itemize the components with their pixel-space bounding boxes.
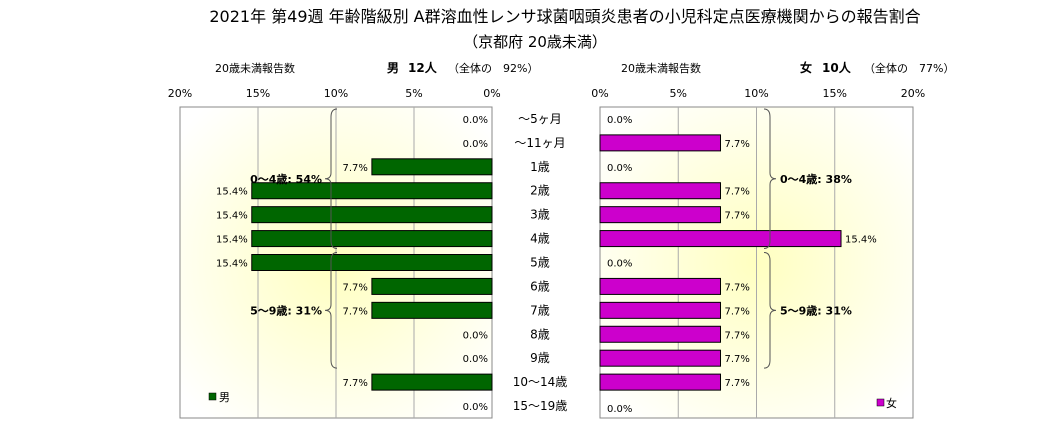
age-category-axis: ～5ヶ月 ～11ヶ月 1歳 2歳 3歳 4歳 5歳 6歳 7歳 8歳 9歳 10～14歳 15～19歳 — [513, 112, 568, 413]
female-x-tick-label: 10% — [744, 87, 768, 100]
female-group-label: 0～4歳: 38% — [780, 172, 852, 186]
female-bar — [599, 134, 722, 152]
female-data-label: 0.0% — [607, 115, 632, 126]
male-bar — [251, 230, 493, 248]
male-data-label: 15.4% — [216, 187, 248, 198]
female-group-label: 5～9歳: 31% — [780, 303, 852, 317]
female-data-label: 7.7% — [725, 211, 750, 222]
female-x-tick-label: 5% — [670, 87, 687, 100]
male-data-label: 7.7% — [342, 163, 367, 174]
female-bar — [599, 206, 722, 224]
left-count-label: 20歳未満報告数 — [215, 62, 295, 75]
male-group-label: 5～9歳: 31% — [250, 303, 322, 317]
male-data-label: 0.0% — [463, 115, 488, 126]
age-category-label: 8歳 — [530, 327, 550, 341]
male-x-tick-label: 10% — [324, 87, 348, 100]
female-group-bracket — [763, 108, 777, 250]
female-x-tick-label: 0% — [591, 87, 608, 100]
age-category-label: ～11ヶ月 — [514, 136, 565, 150]
right-count-text: 10人 — [822, 60, 852, 75]
age-category-label: 2歳 — [530, 184, 550, 198]
female-data-label: 7.7% — [725, 139, 750, 150]
male-group-bracket — [324, 108, 338, 250]
female-bar — [599, 301, 722, 319]
male-legend-label: 男 — [219, 391, 230, 404]
male-bar — [251, 182, 493, 200]
age-category-label: 15～19歳 — [513, 399, 568, 413]
age-category-label: 9歳 — [530, 351, 550, 365]
female-data-label: 0.0% — [607, 163, 632, 174]
right-sex-label: 女 — [800, 60, 812, 75]
age-category-label: 3歳 — [530, 208, 550, 222]
male-data-label: 7.7% — [342, 282, 367, 293]
male-plot-area: 0% 5% 10% 15% 20% 0.0% 0.0% 7.7% 15.4% 15.4% 15.4%… — [168, 87, 501, 419]
right-share-text: （全体の 77%） — [864, 61, 954, 75]
age-category-label: 5歳 — [530, 256, 550, 270]
male-bar — [251, 206, 493, 224]
female-data-label: 7.7% — [725, 354, 750, 365]
female-data-label: 7.7% — [725, 306, 750, 317]
male-data-label: 7.7% — [342, 378, 367, 389]
male-data-label: 0.0% — [463, 330, 488, 341]
female-legend-label: 女 — [886, 396, 897, 410]
female-x-tick-label: 20% — [901, 87, 925, 100]
female-group-bracket — [763, 252, 777, 369]
male-bar — [251, 254, 493, 271]
male-x-tick-label: 0% — [483, 87, 500, 100]
female-data-label: 7.7% — [725, 187, 750, 198]
female-bar — [599, 325, 722, 343]
male-data-label: 0.0% — [463, 139, 488, 150]
female-data-label: 7.7% — [725, 282, 750, 293]
male-data-label: 0.0% — [463, 402, 488, 413]
female-bar — [599, 373, 722, 391]
female-data-label: 0.0% — [607, 404, 632, 415]
male-legend-swatch — [208, 392, 217, 401]
male-bar — [371, 301, 493, 319]
female-data-label: 7.7% — [725, 330, 750, 341]
male-bar — [371, 277, 493, 295]
left-count-text: 12人 — [408, 60, 438, 75]
male-bar — [371, 373, 493, 391]
age-category-label: ～5ヶ月 — [518, 112, 562, 126]
female-bar — [599, 277, 722, 295]
male-data-label: 0.0% — [463, 354, 488, 365]
left-share-text: （全体の 92%） — [448, 61, 538, 75]
male-group-bracket — [324, 252, 338, 369]
male-bar — [371, 158, 493, 176]
age-category-label: 4歳 — [530, 232, 550, 246]
male-x-tick-label: 15% — [246, 87, 270, 100]
female-plot-area: 0% 5% 10% 15% 20% 0.0% 7.7% 0.0% 7.7% 7.7% 15.4% 0.… — [591, 87, 925, 419]
female-bar — [599, 182, 722, 200]
male-data-label: 15.4% — [216, 259, 248, 270]
female-bar — [599, 349, 722, 367]
female-data-label: 15.4% — [845, 235, 877, 246]
chart-title: 2021年 第49週 年齢階級別 A群溶血性レンサ球菌咽頭炎患者の小児科定点医療… — [209, 7, 920, 26]
female-bar — [599, 230, 842, 248]
age-category-label: 10～14歳 — [513, 375, 568, 389]
male-x-tick-label: 20% — [168, 87, 192, 100]
left-sex-label: 男 — [387, 61, 399, 75]
age-category-label: 1歳 — [530, 160, 550, 174]
female-data-label: 0.0% — [607, 259, 632, 270]
male-data-label: 15.4% — [216, 211, 248, 222]
female-x-tick-label: 15% — [823, 87, 847, 100]
female-data-label: 7.7% — [725, 378, 750, 389]
male-data-label: 15.4% — [216, 235, 248, 246]
female-legend-swatch — [876, 398, 885, 407]
chart-subtitle: （京都府 20歳未満） — [463, 33, 607, 51]
right-count-label: 20歳未満報告数 — [621, 62, 701, 75]
age-category-label: 6歳 — [530, 279, 550, 293]
age-category-label: 7歳 — [530, 303, 550, 317]
male-group-label: 0～4歳: 54% — [250, 172, 322, 186]
male-x-tick-label: 5% — [405, 87, 422, 100]
male-data-label: 7.7% — [342, 306, 367, 317]
